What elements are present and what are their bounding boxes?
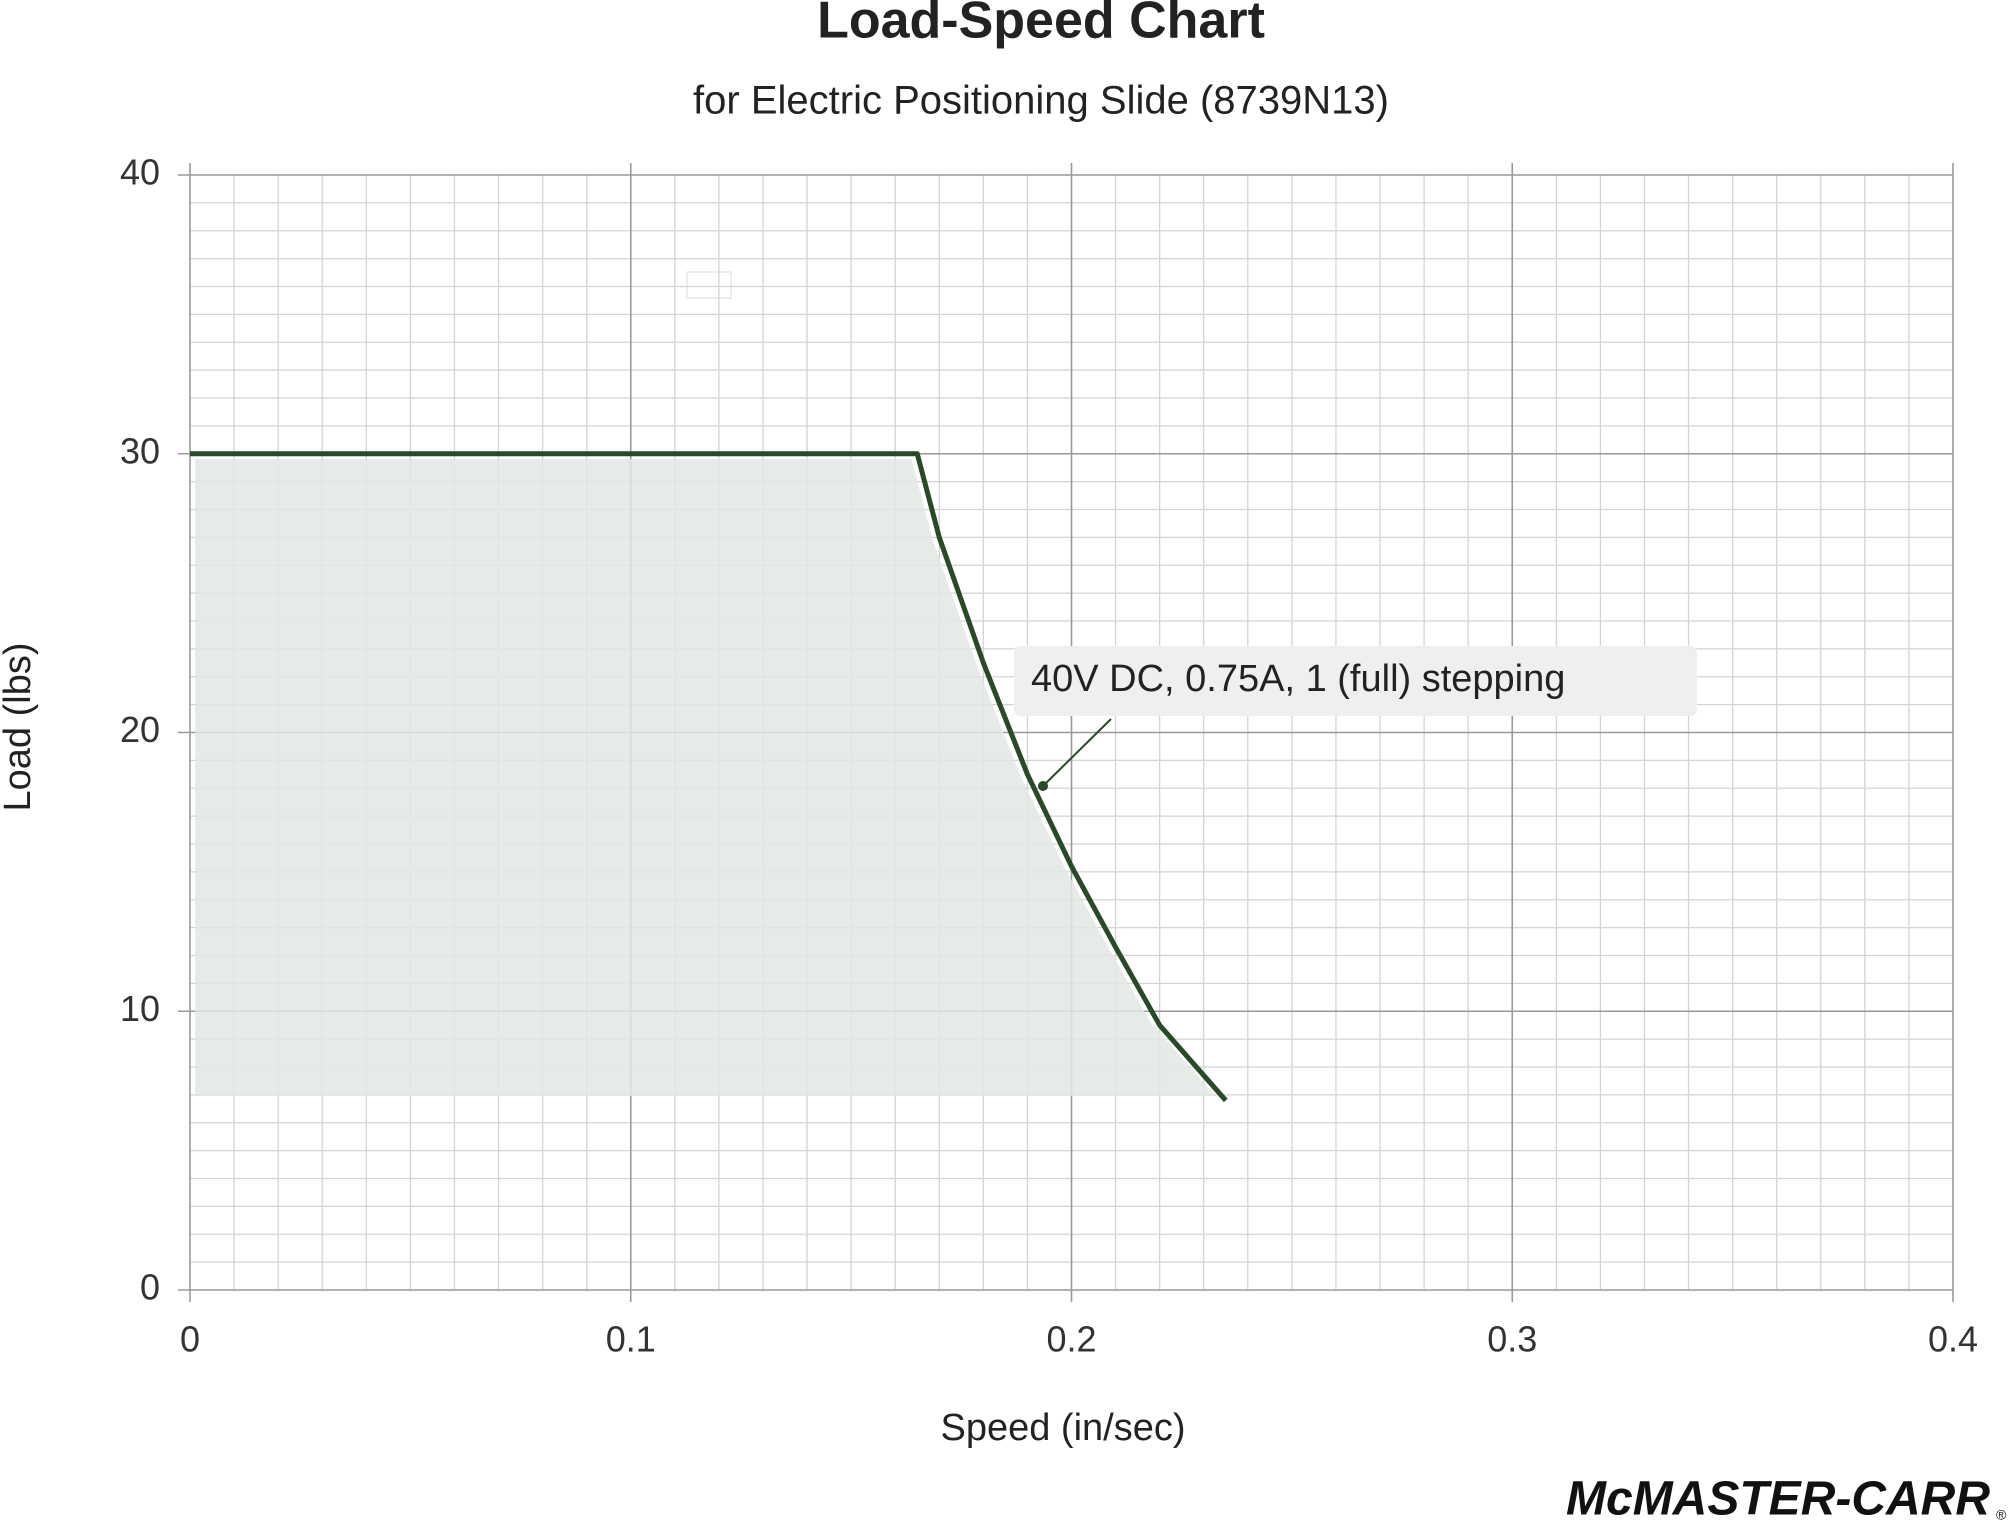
annotation-text: 40V DC, 0.75A, 1 (full) stepping: [1031, 658, 1565, 700]
x-axis-label: Speed (in/sec): [940, 1407, 1185, 1449]
x-tick-label: 0.1: [606, 1319, 656, 1360]
x-tick-label: 0.4: [1928, 1319, 1978, 1360]
chart-title: Load-Speed Chart: [817, 0, 1265, 50]
plot: [190, 451, 1228, 1103]
y-tick-label: 30: [120, 430, 160, 471]
annotation-box: [1014, 646, 1697, 716]
legend-box: [686, 271, 732, 299]
logo: McMASTER-CARR: [1566, 1473, 1990, 1526]
x-tick-label: 0.2: [1046, 1319, 1096, 1360]
chart-subtitle: for Electric Positioning Slide (8739N13): [693, 79, 1389, 123]
y-axis-label: Load (lbs): [0, 643, 39, 812]
y-tick-label: 0: [140, 1267, 160, 1308]
y-tick-label: 10: [120, 988, 160, 1029]
x-tick-label: 0: [180, 1319, 200, 1360]
annotation-pointer: [1042, 718, 1112, 787]
annotation: 40V DC, 0.75A, 1 (full) stepping: [1014, 646, 1697, 791]
logo-mark: ®: [1996, 1507, 2007, 1523]
y-tick-label: 40: [120, 152, 160, 193]
y-tick-label: 20: [120, 709, 160, 750]
x-tick-label: 0.3: [1487, 1319, 1537, 1360]
annotation-dot: [1038, 781, 1048, 791]
operating-area: [195, 458, 1216, 1096]
line: [190, 451, 1228, 1103]
